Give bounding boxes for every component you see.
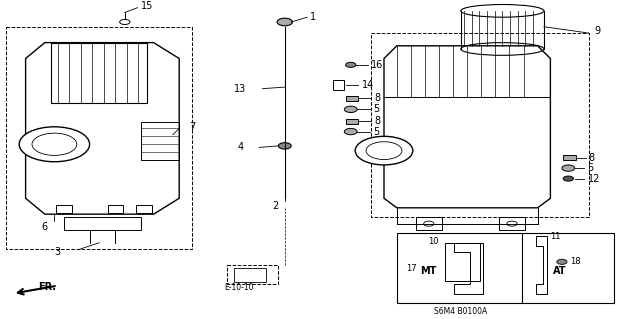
Text: 7: 7 — [189, 122, 195, 132]
Circle shape — [19, 127, 90, 162]
Text: 10: 10 — [428, 237, 438, 246]
Text: 2: 2 — [272, 201, 278, 211]
Text: 13: 13 — [234, 84, 246, 94]
Bar — [64, 217, 141, 230]
Text: AT: AT — [553, 266, 567, 276]
Text: 16: 16 — [371, 60, 383, 70]
Text: 5: 5 — [373, 104, 380, 114]
Bar — [141, 122, 179, 160]
Circle shape — [355, 136, 413, 165]
Text: 11: 11 — [550, 232, 561, 241]
Bar — [397, 233, 614, 303]
Text: 3: 3 — [54, 247, 61, 257]
Text: E-10-10: E-10-10 — [224, 283, 253, 292]
Text: 1: 1 — [310, 11, 317, 22]
Circle shape — [32, 133, 77, 155]
Text: 9: 9 — [594, 26, 600, 36]
Text: 5: 5 — [588, 163, 594, 173]
Circle shape — [344, 128, 357, 135]
Circle shape — [366, 142, 402, 160]
Text: 4: 4 — [237, 143, 243, 152]
Text: MT: MT — [420, 266, 437, 276]
Bar — [416, 217, 442, 230]
Text: S6M4 B0100A: S6M4 B0100A — [434, 307, 488, 315]
Bar — [234, 268, 266, 281]
Circle shape — [562, 165, 575, 171]
Text: 15: 15 — [141, 1, 153, 11]
Text: 5: 5 — [373, 127, 380, 137]
Bar — [108, 204, 123, 212]
Bar — [346, 96, 358, 101]
Circle shape — [120, 19, 130, 25]
Circle shape — [557, 259, 567, 264]
Circle shape — [424, 221, 434, 226]
Text: 8: 8 — [374, 93, 381, 103]
Bar — [563, 155, 576, 160]
Circle shape — [277, 18, 292, 26]
Text: FR.: FR. — [38, 282, 56, 292]
Circle shape — [344, 106, 357, 113]
Bar — [499, 217, 525, 230]
Bar — [445, 243, 480, 281]
Bar — [56, 204, 72, 212]
Circle shape — [507, 221, 517, 226]
Text: 14: 14 — [362, 79, 374, 90]
Circle shape — [563, 176, 573, 181]
Circle shape — [346, 62, 356, 67]
Bar — [136, 204, 152, 212]
Text: 8: 8 — [589, 152, 595, 163]
Text: 17: 17 — [406, 264, 417, 273]
Circle shape — [278, 143, 291, 149]
Bar — [346, 119, 358, 124]
Bar — [227, 265, 278, 284]
Text: 8: 8 — [374, 116, 381, 126]
Text: 18: 18 — [570, 257, 580, 266]
Bar — [333, 80, 344, 90]
Text: 12: 12 — [588, 174, 600, 183]
Text: 6: 6 — [42, 222, 48, 232]
